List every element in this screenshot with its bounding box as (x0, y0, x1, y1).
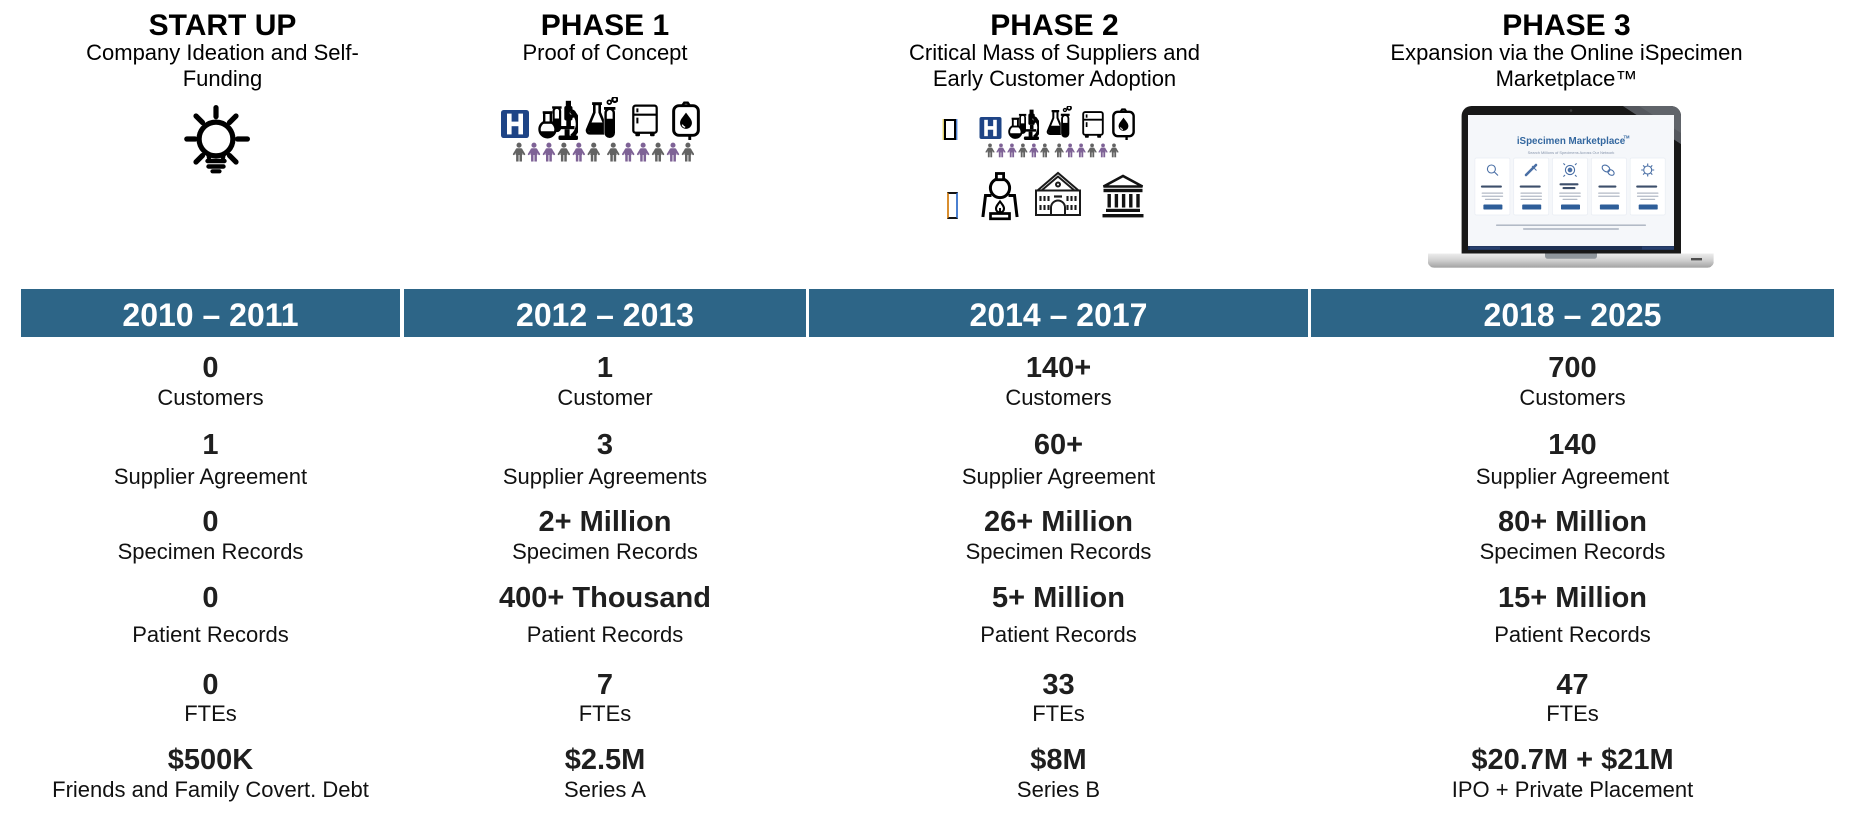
svg-text:TM: TM (1624, 135, 1631, 140)
svg-text:Search Millions of Specimens A: Search Millions of Specimens Across Our … (1528, 150, 1615, 155)
svg-text:iSpecimen Marketplace: iSpecimen Marketplace (1517, 136, 1626, 147)
